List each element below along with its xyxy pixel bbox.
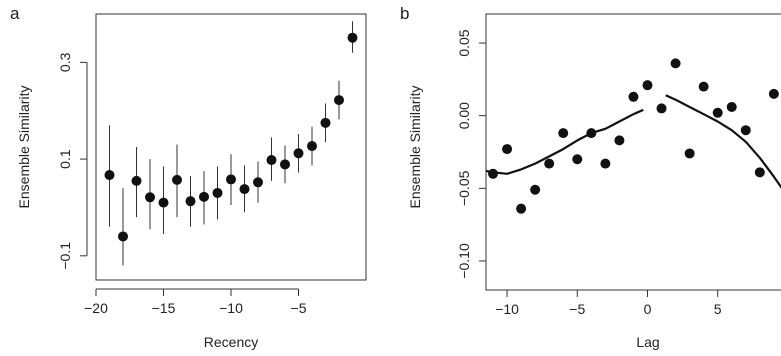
data-point — [572, 154, 583, 165]
data-point — [670, 58, 681, 69]
data-point — [293, 148, 304, 159]
x-tick-label: −10 — [219, 300, 243, 316]
y-tick-label: −0.10 — [456, 243, 472, 279]
data-point — [712, 107, 723, 118]
panel-b-y-axis-title: Ensemble Similarity — [407, 86, 423, 209]
panel-a-plot-box — [95, 13, 367, 281]
panel-b-data-marks — [486, 58, 781, 214]
data-point — [307, 141, 317, 152]
data-point — [280, 159, 290, 170]
y-tick-label: 0.00 — [456, 102, 472, 129]
data-point — [226, 174, 236, 185]
panel-b-x-axis: −10−50510 — [495, 289, 781, 317]
data-point — [266, 155, 277, 166]
data-point — [320, 117, 331, 128]
data-point — [212, 187, 223, 198]
data-point — [131, 175, 142, 186]
x-tick-label: −10 — [495, 301, 519, 317]
panel-a-x-axis-title: Recency — [204, 334, 258, 350]
y-tick-label: −0.05 — [456, 170, 472, 206]
x-tick-label: −20 — [84, 300, 108, 316]
data-point — [118, 231, 128, 242]
x-tick-label: 5 — [714, 301, 722, 317]
fit-line — [486, 108, 644, 175]
data-point — [726, 101, 737, 112]
panel-a-x-axis: −20 −15 −10 −5 — [84, 288, 307, 316]
data-point — [642, 80, 653, 91]
data-point — [558, 128, 569, 139]
data-point — [253, 177, 263, 188]
data-point — [199, 191, 209, 202]
data-point — [586, 128, 597, 139]
data-point — [740, 125, 751, 136]
panel-a-y-axis-title: Ensemble Similarity — [16, 86, 32, 209]
y-tick-label: 0.1 — [57, 149, 73, 169]
panel-a-data-marks — [104, 21, 358, 266]
panel-b-x-axis-title: Lag — [636, 334, 659, 350]
fit-line — [665, 94, 781, 189]
y-tick-label: 0.3 — [57, 52, 73, 72]
data-point — [145, 192, 155, 203]
data-point — [334, 95, 344, 106]
plot-area — [104, 21, 358, 266]
data-point — [544, 158, 555, 169]
x-tick-label: −5 — [291, 300, 307, 316]
data-point — [172, 174, 182, 185]
data-point — [698, 81, 709, 92]
data-point — [104, 170, 115, 181]
x-tick-label: 0 — [644, 301, 652, 317]
data-point — [684, 148, 695, 159]
data-point — [158, 197, 169, 208]
data-point — [239, 184, 250, 195]
data-point — [488, 168, 499, 179]
panel-b-plot-box — [485, 13, 781, 291]
y-tick-label: 0.05 — [456, 29, 472, 56]
data-point — [754, 167, 765, 178]
panel-b: b Ensemble Similarity Lag −10−50510 −0.1… — [400, 4, 781, 350]
data-point — [516, 203, 527, 214]
data-point — [600, 158, 611, 169]
panel-a-y-axis: −0.1 0.1 0.3 — [57, 52, 88, 270]
panel-b-label: b — [400, 4, 409, 23]
y-tick-label: −0.1 — [57, 242, 73, 270]
data-point — [502, 144, 513, 155]
x-tick-label: −15 — [152, 300, 176, 316]
panel-b-y-axis: −0.10 −0.05 0.00 0.05 — [456, 29, 487, 279]
x-tick-label: −5 — [569, 301, 585, 317]
panel-a-label: a — [10, 4, 20, 23]
data-point — [347, 32, 358, 43]
data-point — [628, 91, 639, 102]
panel-a: a Ensemble Similarity Recency −20 −15 −10−… — [10, 4, 367, 350]
plot-area — [486, 58, 781, 214]
data-point — [768, 88, 779, 99]
data-point — [530, 184, 541, 195]
data-point — [185, 196, 196, 207]
data-point — [614, 135, 625, 146]
data-point — [656, 103, 667, 114]
